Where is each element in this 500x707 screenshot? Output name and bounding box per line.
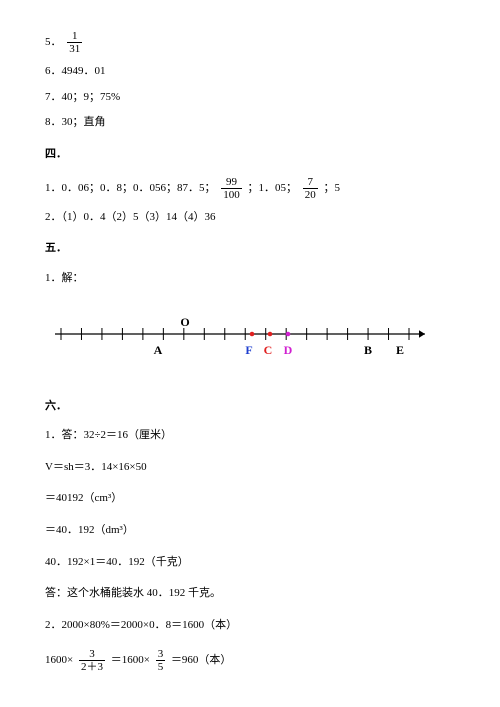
svg-text:A: A xyxy=(154,343,163,357)
svg-text:E: E xyxy=(396,343,404,357)
denominator: 2＋3 xyxy=(79,661,105,673)
text: ＝960（本） xyxy=(171,654,232,666)
answer-8: 8．30；直角 xyxy=(45,114,455,132)
numerator: 3 xyxy=(79,648,105,661)
denominator: 100 xyxy=(221,189,242,201)
denominator: 5 xyxy=(156,661,166,673)
numerator: 3 xyxy=(156,648,166,661)
fraction-7-20: 7 20 xyxy=(303,176,318,201)
fraction-3-2plus3: 3 2＋3 xyxy=(79,648,105,673)
answer-5: 5． 1 31 xyxy=(45,30,455,55)
sec4-q2: 2．（1）0．4（2）5（3）14（4）36 xyxy=(45,209,455,227)
svg-text:O: O xyxy=(180,315,189,329)
fraction-1-31: 1 31 xyxy=(67,30,82,55)
sec6-line7: 2．2000×80%＝2000×0．8＝1600（本） xyxy=(45,617,455,635)
section-4-title: 四． xyxy=(45,146,455,164)
fraction-99-100: 99 100 xyxy=(221,176,242,201)
svg-text:C: C xyxy=(264,343,273,357)
numerator: 99 xyxy=(221,176,242,189)
sec4-q1: 1．0．06；0．8；0．056；87．5； 99 100 ；1．05； 7 2… xyxy=(45,176,455,201)
numerator: 1 xyxy=(67,30,82,43)
text: 5． xyxy=(45,36,62,48)
text: 1．0．06；0．8；0．056；87．5； xyxy=(45,182,216,194)
sec6-line3: ＝40192（cm³） xyxy=(45,490,455,508)
fraction-3-5: 3 5 xyxy=(156,648,166,673)
svg-text:F: F xyxy=(245,343,252,357)
number-line-svg: O A FCD B E xyxy=(45,306,435,376)
section-6-title: 六． xyxy=(45,398,455,416)
sec6-line2: V＝sh＝3．14×16×50 xyxy=(45,459,455,477)
numerator: 7 xyxy=(303,176,318,189)
svg-text:D: D xyxy=(284,343,293,357)
section-5-title: 五． xyxy=(45,240,455,258)
sec6-line6: 答：这个水桶能装水 40．192 千克。 xyxy=(45,585,455,603)
text: ；1．05； xyxy=(248,182,298,194)
number-line-diagram: O A FCD B E xyxy=(45,306,455,376)
sec6-line4: ＝40．192（dm³） xyxy=(45,522,455,540)
sec5-q1: 1．解： xyxy=(45,270,455,288)
text: ；5 xyxy=(324,182,341,194)
sec6-line1: 1．答：32÷2＝16（厘米） xyxy=(45,427,455,445)
answer-6: 6．4949．01 xyxy=(45,63,455,81)
sec6-last: 1600× 3 2＋3 ＝1600× 3 5 ＝960（本） xyxy=(45,648,455,673)
denominator: 31 xyxy=(67,43,82,55)
text: ＝1600× xyxy=(111,654,150,666)
sec6-line5: 40．192×1＝40．192（千克） xyxy=(45,554,455,572)
denominator: 20 xyxy=(303,189,318,201)
svg-text:B: B xyxy=(364,343,372,357)
answer-7: 7．40；9；75% xyxy=(45,89,455,107)
text: 1600× xyxy=(45,654,73,666)
